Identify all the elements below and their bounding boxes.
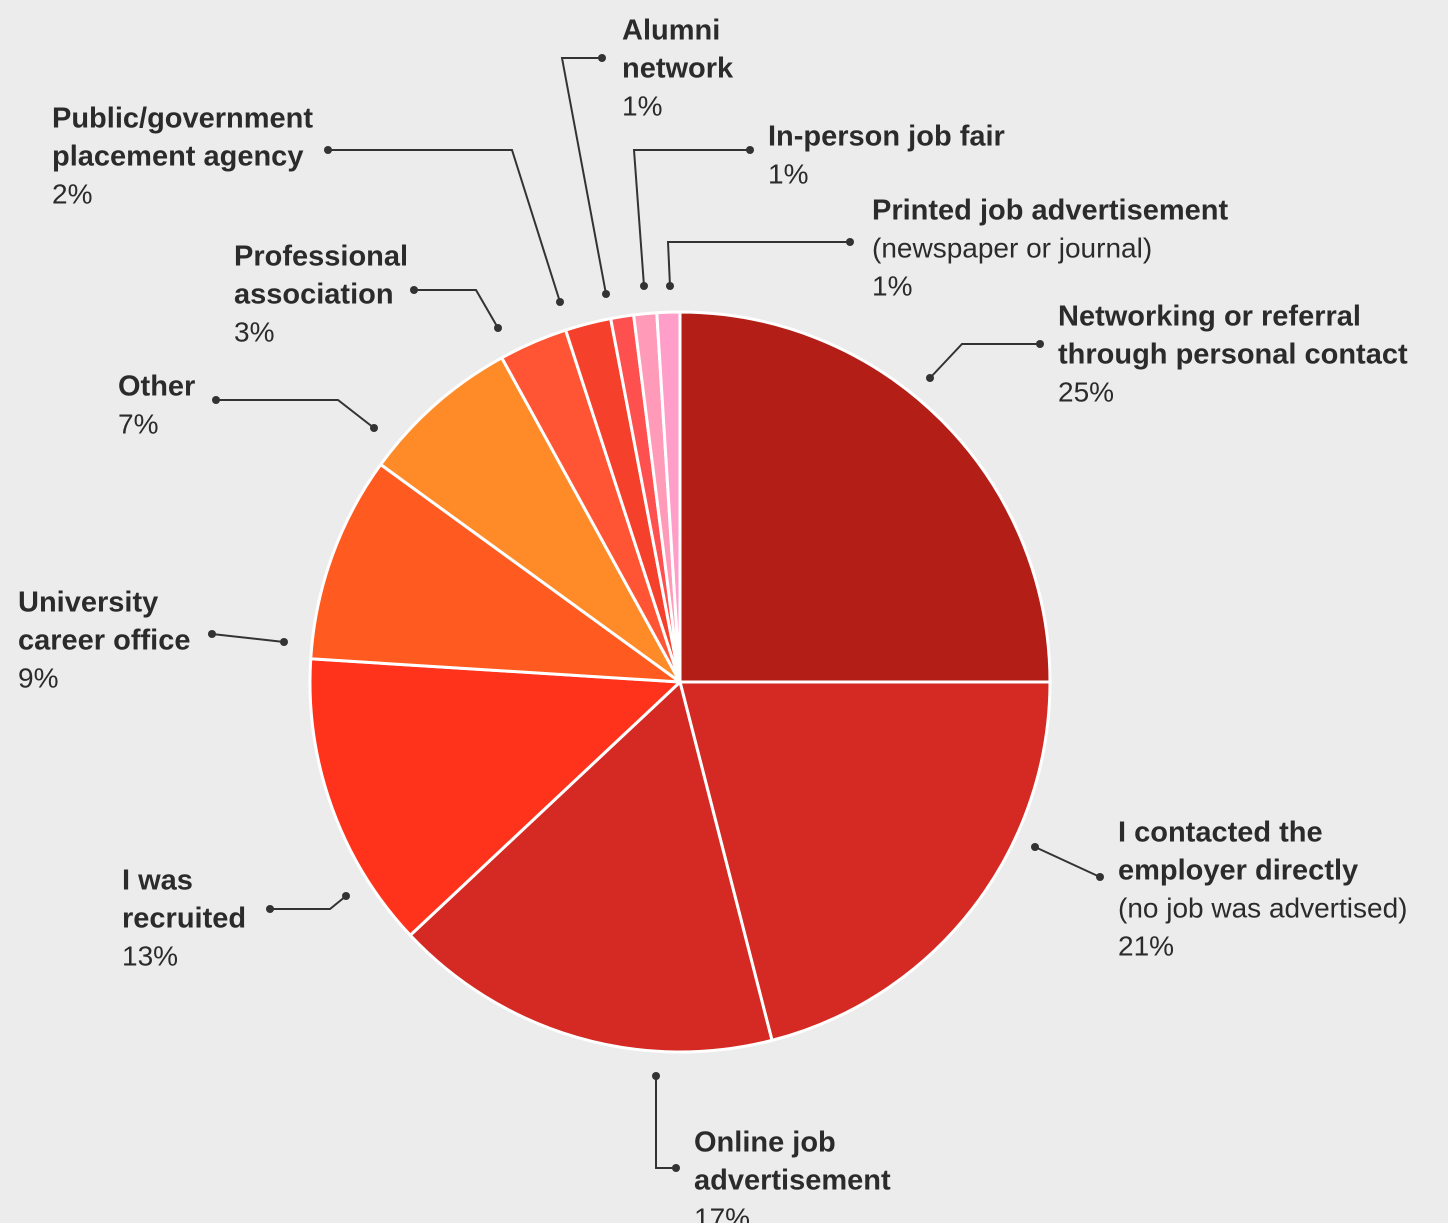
- leader-dot-alumni-0: [602, 290, 610, 298]
- slice-percent-alumni: 1%: [622, 90, 662, 121]
- slice-title-networking-0: Networking or referral: [1058, 301, 1361, 333]
- leader-dot-public-0: [556, 298, 564, 306]
- pie-slice-university: [309, 463, 682, 684]
- leader-line-jobfair: [632, 149, 750, 287]
- leader-dot-printed-0: [666, 282, 674, 290]
- slice-percent-jobfair: 1%: [768, 158, 808, 189]
- slice-label-alumni: Alumni network 1%: [622, 15, 734, 122]
- leader-dot-university-1: [208, 630, 216, 638]
- slice-percent-networking: 25%: [1058, 376, 1114, 407]
- pie-slice-printed: [655, 310, 682, 684]
- leader-dot-other-1: [212, 396, 220, 404]
- slice-title-university-0: University: [18, 587, 158, 619]
- slice-title-online-0: Online job: [694, 1127, 836, 1159]
- slice-percent-university: 9%: [18, 662, 58, 693]
- slice-percent-contacted: 21%: [1118, 930, 1174, 961]
- slice-label-other: Other 7%: [118, 371, 195, 440]
- slice-percent-printed: 1%: [872, 270, 912, 301]
- slice-percent-professional: 3%: [234, 316, 274, 347]
- slice-title-professional-1: association: [234, 279, 394, 311]
- leader-dot-jobfair-1: [746, 146, 754, 154]
- leader-line-recruited: [270, 895, 347, 910]
- leader-dot-other-0: [370, 424, 378, 432]
- slice-title-networking-1: through personal contact: [1058, 339, 1408, 371]
- slice-title-alumni-0: Alumni: [622, 15, 720, 47]
- slice-label-professional: Professional association 3%: [234, 241, 408, 348]
- leader-line-professional: [414, 289, 499, 329]
- slice-title-online-1: advertisement: [694, 1165, 891, 1197]
- slice-title-contacted-1: employer directly: [1118, 855, 1358, 887]
- leader-line-contacted: [1034, 846, 1101, 878]
- slice-title-other-0: Other: [118, 371, 195, 403]
- slice-title-printed-0: Printed job advertisement: [872, 195, 1228, 227]
- leader-line-online: [655, 1076, 676, 1169]
- leader-line-networking: [929, 343, 1040, 379]
- leader-dot-public-1: [324, 146, 332, 154]
- leader-line-printed: [666, 241, 850, 287]
- pie-slices: [308, 310, 1052, 1054]
- slice-label-networking: Networking or referral through personal c…: [1058, 301, 1408, 408]
- slice-percent-other: 7%: [118, 408, 158, 439]
- slice-labels: Networking or referral through personal c…: [18, 15, 1408, 1223]
- slice-title-professional-0: Professional: [234, 241, 408, 273]
- leader-dot-jobfair-0: [640, 282, 648, 290]
- slice-title-public-0: Public/government: [52, 103, 313, 135]
- leader-dot-online-1: [672, 1164, 680, 1172]
- slice-label-university: University career office 9%: [18, 587, 191, 694]
- leader-lines: [208, 54, 1104, 1172]
- leader-dot-contacted-1: [1096, 873, 1104, 881]
- leader-dot-printed-1: [846, 238, 854, 246]
- slice-title-recruited-1: recruited: [122, 903, 246, 935]
- slice-title-jobfair-0: In-person job fair: [768, 121, 1005, 153]
- slice-percent-public: 2%: [52, 178, 92, 209]
- leader-dot-alumni-1: [598, 54, 606, 62]
- leader-line-university: [211, 633, 285, 643]
- leader-dot-professional-0: [494, 324, 502, 332]
- slice-title-public-1: placement agency: [52, 141, 303, 173]
- slice-title-recruited-0: I was: [122, 865, 193, 897]
- slice-label-contacted: I contacted the employer directly (no job …: [1118, 817, 1407, 962]
- slice-label-printed: Printed job advertisement (newspaper or j…: [872, 195, 1228, 302]
- slice-subtitle-printed-0: (newspaper or journal): [872, 232, 1152, 263]
- leader-line-public: [328, 149, 561, 303]
- pie-slice-networking: [678, 310, 1052, 684]
- leader-line-other: [216, 399, 375, 429]
- slice-title-contacted-0: I contacted the: [1118, 817, 1323, 849]
- slice-label-recruited: I was recruited 13%: [122, 865, 246, 972]
- leader-dot-professional-1: [410, 286, 418, 294]
- slice-subtitle-contacted-0: (no job was advertised): [1118, 892, 1407, 923]
- slice-percent-online: 17%: [694, 1202, 750, 1223]
- leader-dot-online-0: [652, 1072, 660, 1080]
- leader-dot-contacted-0: [1031, 843, 1039, 851]
- pie-slice-online: [408, 680, 774, 1054]
- slice-title-university-1: career office: [18, 625, 191, 657]
- slice-label-public: Public/government placement agency 2%: [52, 103, 313, 210]
- leader-dot-university-0: [280, 638, 288, 646]
- pie-slice-other: [379, 356, 682, 684]
- leader-dot-recruited-0: [342, 892, 350, 900]
- pie-slice-recruited: [308, 657, 682, 937]
- slice-label-jobfair: In-person job fair 1%: [768, 121, 1005, 190]
- slice-percent-recruited: 13%: [122, 940, 178, 971]
- leader-dot-networking-1: [1036, 340, 1044, 348]
- slice-label-online: Online job advertisement 17%: [694, 1127, 891, 1223]
- leader-dot-recruited-1: [266, 905, 274, 913]
- pie-slice-contacted: [678, 680, 1052, 1042]
- slice-title-alumni-1: network: [622, 53, 734, 85]
- leader-line-alumni: [560, 57, 607, 295]
- leader-dot-networking-0: [926, 374, 934, 382]
